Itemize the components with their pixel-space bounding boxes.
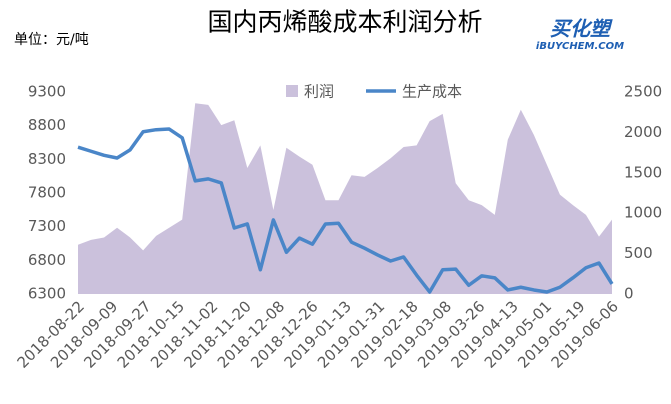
y2-tick-label: 2000 — [624, 123, 662, 141]
y-tick-label: 7800 — [28, 184, 66, 202]
y2-tick-label: 0 — [624, 285, 634, 303]
y-tick-label: 8800 — [28, 116, 66, 134]
y2-tick-label: 1500 — [624, 163, 662, 181]
y2-tick-label: 1000 — [624, 204, 662, 222]
y2-tick-label: 500 — [624, 244, 653, 262]
profit-area — [78, 103, 612, 294]
cost-line — [77, 127, 614, 294]
y-tick-label: 7300 — [28, 217, 66, 235]
y-tick-label: 9300 — [28, 83, 66, 101]
y-tick-label: 6800 — [28, 251, 66, 269]
chart-title: 国内丙烯酸成本利润分析 — [207, 8, 482, 37]
logo: 买化塑 — [550, 17, 613, 41]
logo-url: iBUYCHEM.COM — [536, 41, 624, 52]
y2-tick-label: 2500 — [624, 83, 662, 101]
y-tick-label: 8300 — [28, 150, 66, 168]
unit-label: 单位：元/吨 — [14, 32, 89, 48]
legend-label: 生产成本 — [402, 83, 462, 101]
legend-swatch — [286, 85, 298, 97]
legend-label: 利润 — [304, 83, 334, 101]
y-tick-label: 6300 — [28, 285, 66, 303]
